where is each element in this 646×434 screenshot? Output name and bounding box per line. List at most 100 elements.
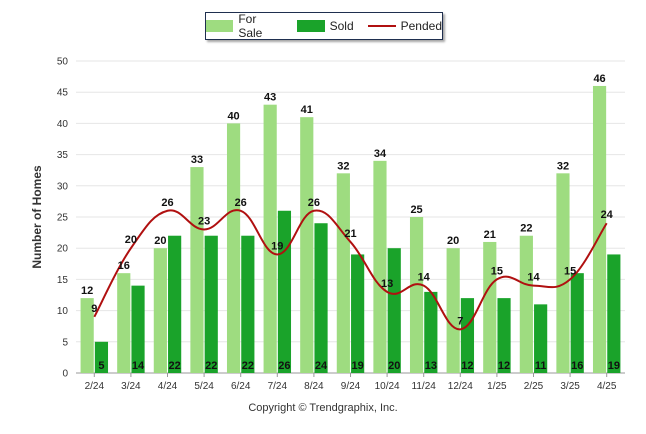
data-label-for-sale: 43 [264,92,276,104]
data-label-pended: 21 [344,228,356,240]
x-tick-label: 9/24 [341,381,361,392]
bar-sold [424,291,438,373]
y-tick-label: 45 [57,88,69,99]
data-label-sold: 13 [425,360,437,372]
bar-for-sale [190,167,204,373]
data-label-for-sale: 40 [227,110,239,122]
x-tick-label: 2/25 [524,381,544,392]
data-label-sold: 24 [315,360,328,372]
bar-for-sale [153,248,167,373]
data-label-sold: 12 [498,360,510,372]
bars [80,85,621,374]
bar-sold [570,273,584,373]
legend-label-for-sale: For Sale [238,12,263,40]
bar-sold [241,235,255,373]
data-label-pended: 13 [381,278,393,290]
legend-label-pended: Pended [400,19,442,33]
bar-sold [277,210,292,373]
x-tick-label: 1/25 [487,381,507,392]
legend-item-sold[interactable]: Sold [296,19,354,33]
bar-sold [534,304,548,373]
x-tick-label: 4/24 [158,381,178,392]
data-label-pended: 24 [601,209,614,221]
legend-item-pended[interactable]: Pended [367,19,442,33]
bar-for-sale [226,123,241,374]
x-tick-label: 11/24 [412,381,437,392]
x-tick-label: 3/25 [560,381,580,392]
pended-series-line [93,209,608,331]
data-label-for-sale: 32 [337,160,349,172]
x-tick-label: 3/24 [121,381,141,392]
x-tick-label: 5/24 [194,381,214,392]
data-label-for-sale: 12 [81,285,93,297]
copyright-text: Copyright © Trendgraphix, Inc. [248,402,398,414]
bar-sold [131,285,145,373]
legend-swatch-sold [296,20,325,32]
data-label-sold: 14 [132,360,145,372]
bar-for-sale [336,173,350,373]
data-label-for-sale: 20 [447,235,459,247]
legend-item-for-sale[interactable]: For Sale [206,12,283,40]
pended-line [93,209,608,331]
bar-sold [387,248,401,373]
bar-for-sale [300,117,314,373]
bar-for-sale [446,248,460,373]
data-label-for-sale: 32 [557,160,569,172]
data-label-pended: 14 [527,272,540,284]
data-label-pended: 26 [161,197,173,209]
bar-sold [607,254,621,373]
data-label-pended: 20 [125,234,137,246]
bar-sold [314,223,328,373]
x-tick-label: 10/24 [375,381,400,392]
data-label-pended: 19 [271,240,283,252]
y-tick-label: 5 [62,337,68,348]
data-label-pended: 15 [564,265,576,277]
y-tick-label: 0 [62,369,68,380]
y-tick-label: 50 [57,57,69,68]
data-label-sold: 16 [571,360,583,372]
data-label-sold: 26 [278,360,290,372]
data-label-for-sale: 46 [593,73,605,85]
bar-for-sale [263,104,277,374]
x-tick-label: 8/24 [304,381,324,392]
y-tick-label: 10 [57,306,69,317]
data-label-pended: 26 [235,197,247,209]
legend-label-sold: Sold [329,19,354,33]
data-label-for-sale: 34 [374,148,387,160]
x-tick-label: 12/24 [448,381,473,392]
bar-sold [351,254,365,373]
bar-sold [168,235,182,373]
data-label-pended: 14 [418,272,431,284]
legend-swatch-pended [367,25,396,27]
bar-for-sale [80,298,94,373]
data-label-pended: 7 [457,315,463,327]
y-tick-label: 35 [57,150,69,161]
data-label-pended: 15 [491,265,503,277]
data-label-for-sale: 20 [154,235,166,247]
y-tick-label: 30 [57,181,69,192]
data-label-pended: 9 [91,303,97,315]
data-labels: 12 5 16 14 20 22 33 22 40 22 43 26 41 24 32 19 34 20 25 13 2… [81,73,620,372]
bar-for-sale [519,235,533,373]
data-label-sold: 11 [535,360,547,372]
data-label-for-sale: 22 [520,223,532,235]
x-tick-label: 7/24 [268,381,288,392]
legend[interactable]: For Sale Sold Pended [205,12,443,40]
bar-for-sale [592,85,607,374]
y-tick-label: 25 [57,213,69,224]
bar-for-sale [483,241,497,373]
data-label-for-sale: 16 [118,260,130,272]
bar-for-sale [409,217,424,373]
x-axis-ticks: 2/24 3/24 4/24 5/24 6/24 7/24 8/24 9/24 10/24 11/… [85,373,617,392]
bar-sold [204,235,218,373]
y-axis-ticks: 0 5 10 15 20 25 30 35 40 45 50 [57,57,69,380]
bar-for-sale [117,273,131,373]
y-tick-label: 15 [57,275,69,286]
y-tick-label: 40 [57,119,69,130]
data-label-sold: 19 [608,360,620,372]
data-label-for-sale: 21 [484,229,496,241]
grid-lines [76,60,625,374]
bar-sold [94,341,109,373]
y-tick-label: 20 [57,244,69,255]
